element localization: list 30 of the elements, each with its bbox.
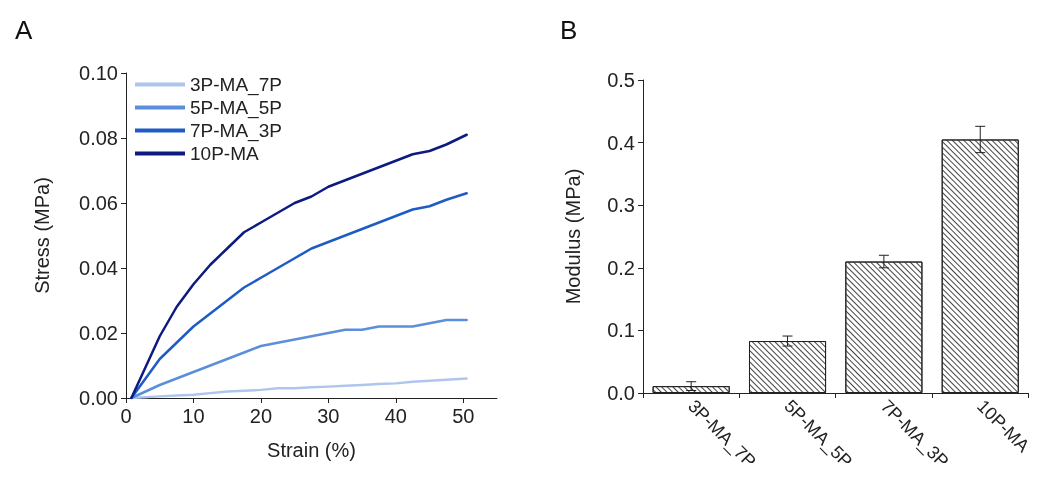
y-tick-label: 0.1 (607, 319, 635, 342)
chart-title: A (15, 15, 33, 45)
y-tick-label: 0.4 (607, 131, 635, 154)
chart-title: B (560, 15, 578, 45)
x-tick-label: 10 (182, 405, 205, 427)
y-tick-label: 0.04 (79, 257, 118, 279)
y-tick-label: 0.00 (79, 387, 118, 409)
y-tick-label: 0.02 (79, 322, 118, 344)
x-tick-label: 20 (249, 405, 273, 427)
line-series (130, 192, 468, 400)
legend-label: 3P-MA_7P (190, 74, 282, 96)
x-tick-label: 0 (120, 405, 132, 427)
y-tick-label: 0.2 (607, 256, 635, 279)
y-tick-label: 0.08 (79, 127, 118, 149)
legend-label: 7P-MA_3P (190, 120, 282, 142)
y-tick-label: 0.3 (607, 194, 635, 217)
y-axis-title: Stress (MPa) (31, 177, 53, 294)
x-tick-label: 30 (317, 405, 340, 427)
line-series (130, 318, 468, 400)
y-tick-label: 0.5 (607, 69, 635, 91)
legend-label: 10P-MA (190, 143, 259, 164)
x-tick-label: 40 (384, 405, 407, 427)
x-axis-title: Strain (%) (267, 439, 356, 461)
line-series (130, 377, 468, 400)
y-axis-title: Modulus (MPa) (562, 168, 584, 305)
y-tick-label: 0.0 (607, 382, 635, 404)
y-tick-label: 0.10 (79, 62, 118, 84)
x-tick-label: 50 (452, 405, 475, 427)
y-tick-label: 0.06 (79, 192, 118, 214)
legend-label: 5P-MA_5P (190, 97, 282, 119)
